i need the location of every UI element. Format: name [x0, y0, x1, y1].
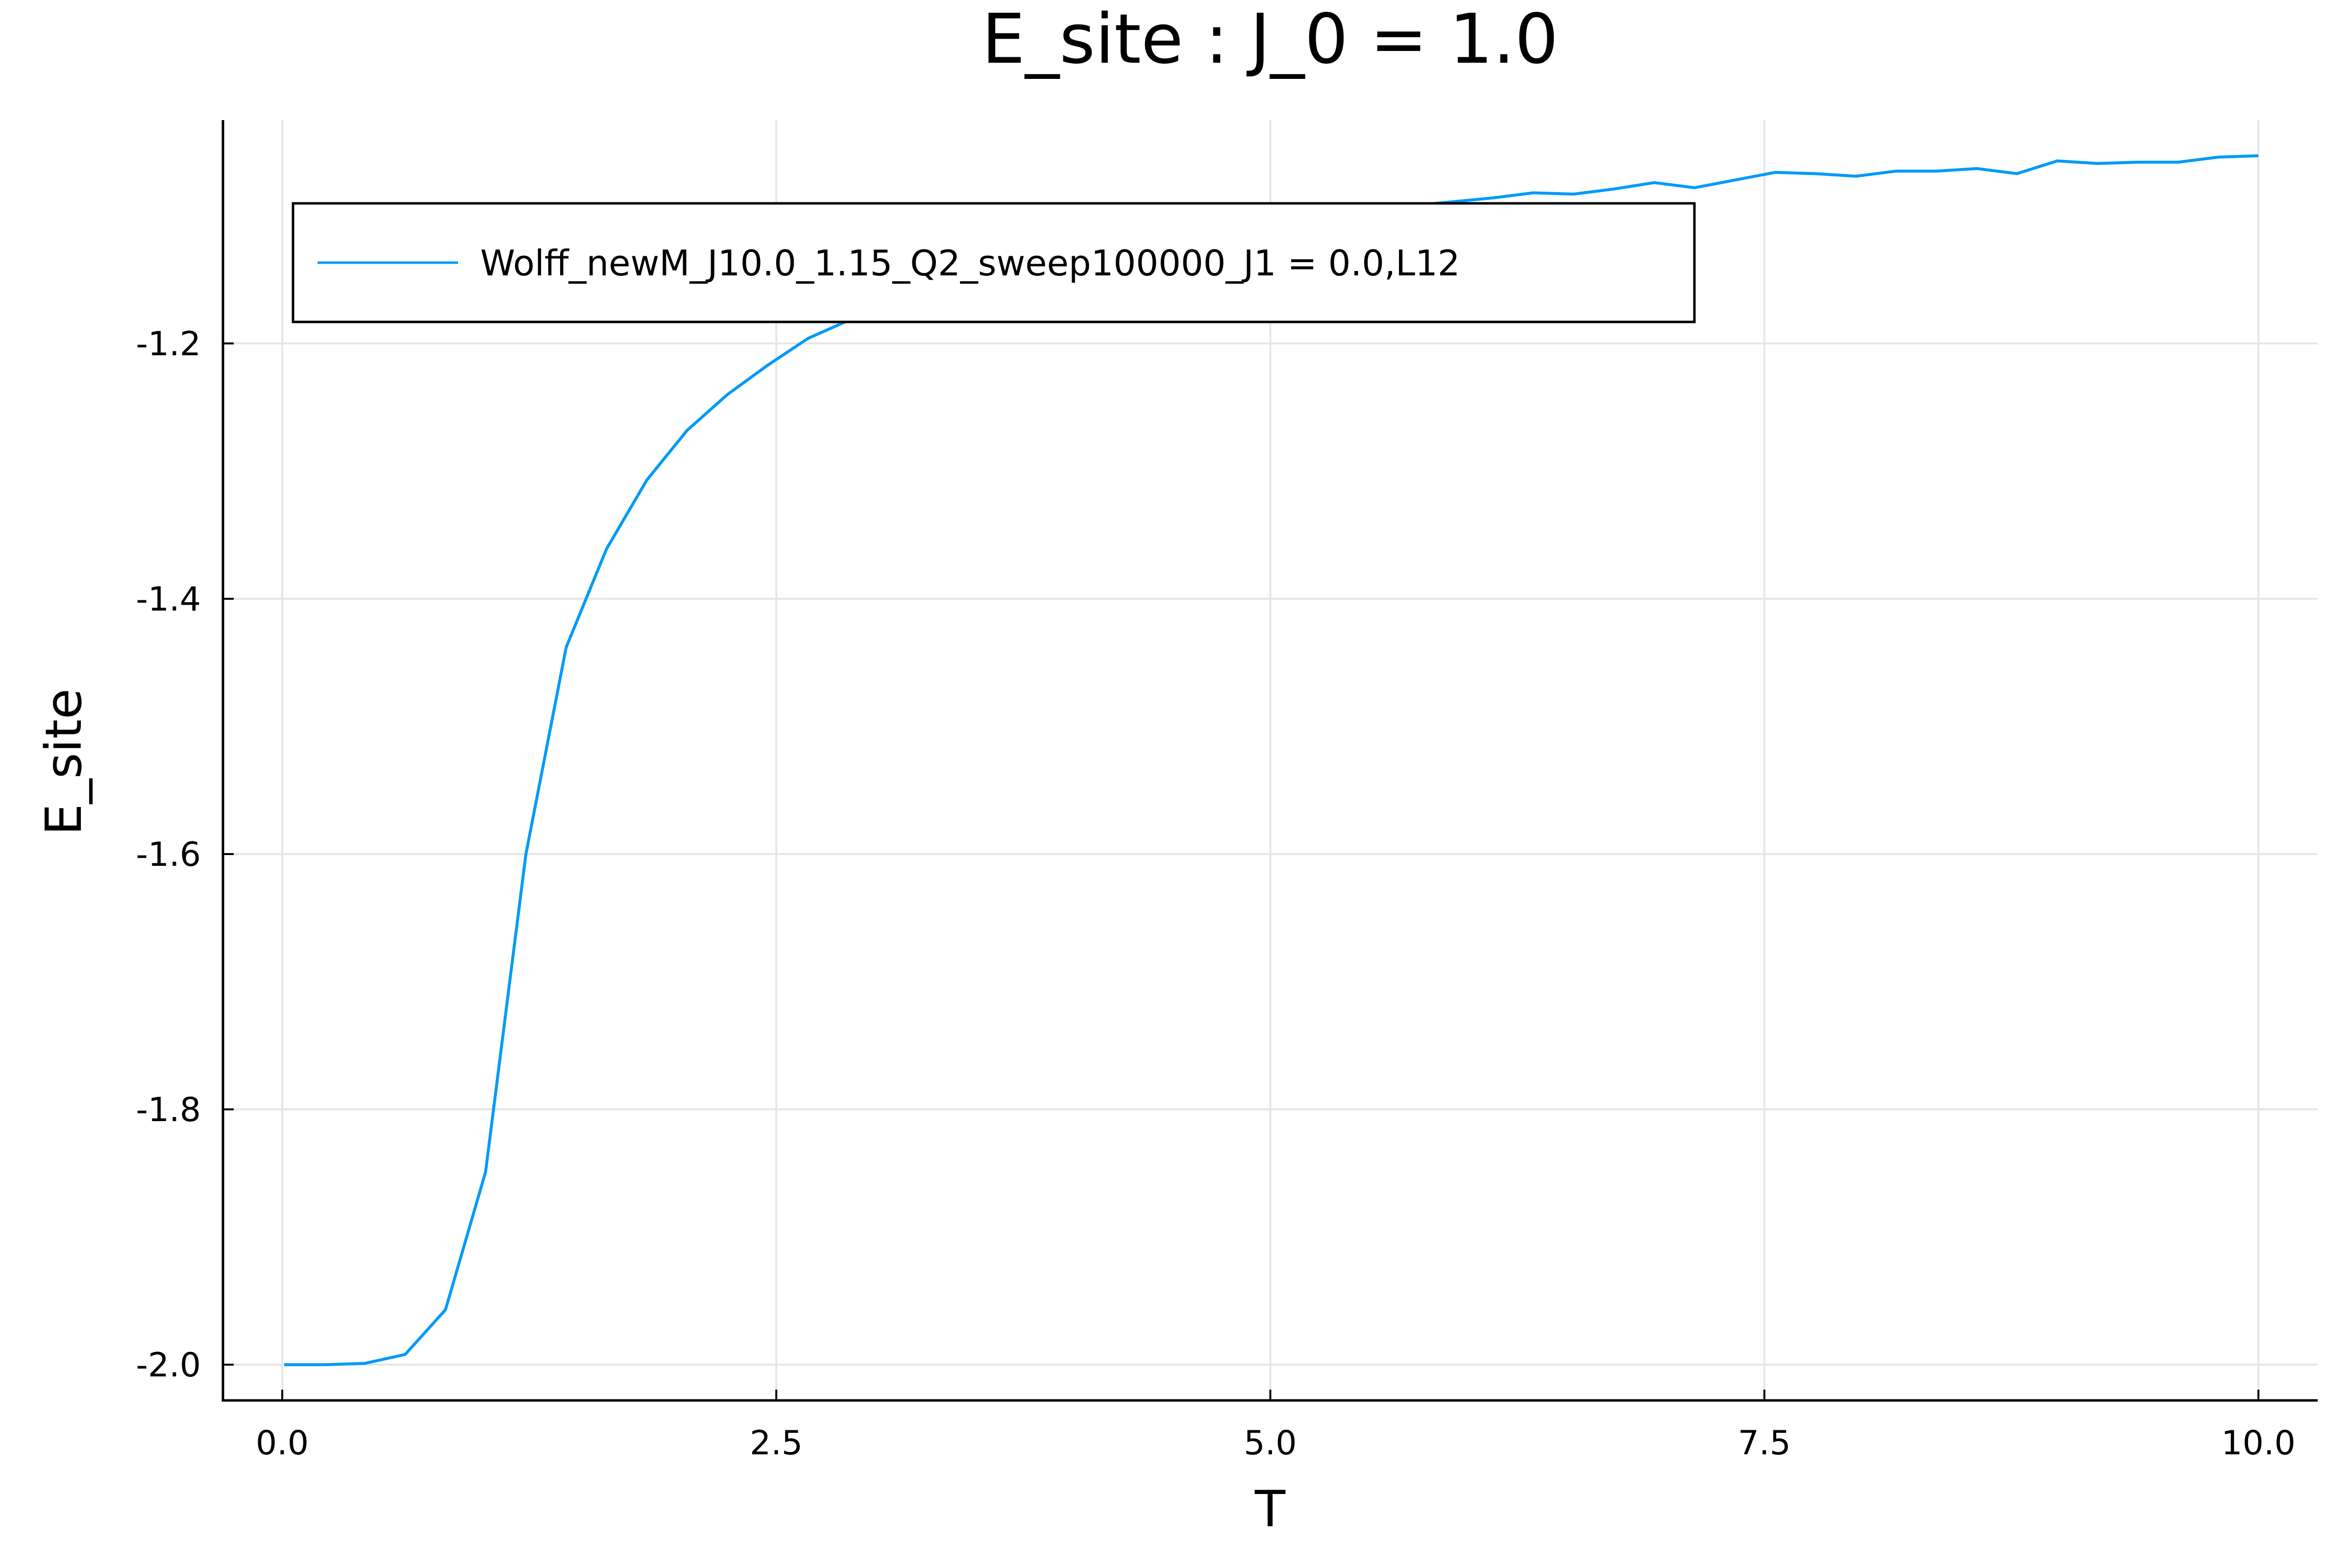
- x-tick-label: 0.0: [256, 1424, 309, 1463]
- legend-entry: Wolff_newM_J10.0_1.15_Q2_sweep100000_J1 …: [480, 243, 1460, 284]
- y-tick-label: -1.6: [136, 835, 201, 874]
- axes: [221, 120, 2318, 1402]
- grid: [223, 120, 2318, 1400]
- legend-box: [292, 202, 1696, 323]
- y-axis-title: E_site: [35, 688, 93, 835]
- tick-labels: 0.0 2.5 5.0 7.5 10.0 -2.0 -1.8 -1.6 -1.4 -1.2: [136, 325, 2295, 1463]
- legend: Wolff_newM_J10.0_1.15_Q2_sweep100000_J1 …: [292, 202, 1696, 323]
- y-tick-label: -2.0: [136, 1346, 201, 1385]
- x-tick-label: 5.0: [1244, 1424, 1297, 1463]
- y-tick-label: -1.8: [136, 1091, 201, 1129]
- x-tick-label: 10.0: [2221, 1424, 2295, 1463]
- x-tick-label: 2.5: [750, 1424, 803, 1463]
- x-tick-label: 7.5: [1738, 1424, 1791, 1463]
- y-tick-label: -1.4: [136, 580, 201, 619]
- axis-frame: [221, 120, 2318, 1402]
- y-tick-label: -1.2: [136, 325, 201, 364]
- chart-title: E_site : J_0 = 1.0: [982, 0, 1559, 79]
- x-axis-title: T: [1254, 1480, 1286, 1539]
